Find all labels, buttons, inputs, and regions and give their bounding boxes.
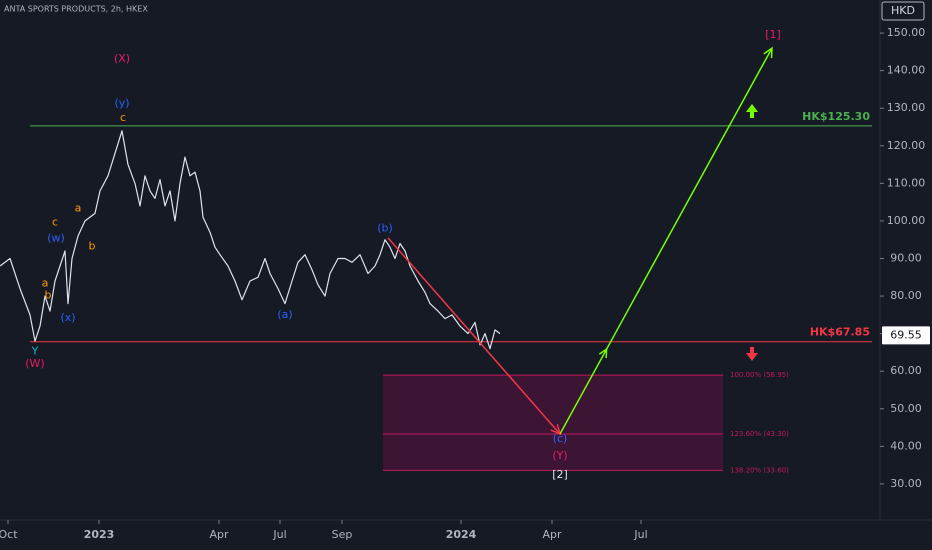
price-line <box>0 130 501 350</box>
wave-label: c <box>120 111 126 124</box>
wave-label: [1] <box>765 28 781 41</box>
up-arrow-icon <box>746 104 758 118</box>
fib-label: 123.60% (43.30) <box>730 430 789 438</box>
plot: 30.0040.0050.0060.0070.0080.0090.00100.0… <box>0 26 925 541</box>
y-tick-label: 100.00 <box>887 214 926 227</box>
arrow-head <box>763 46 773 59</box>
level-label: HK$67.85 <box>810 326 870 339</box>
y-tick-label: 130.00 <box>887 101 926 114</box>
arrow-chevron <box>598 347 608 359</box>
x-tick-label: Apr <box>209 528 229 541</box>
wave-label: (y) <box>114 97 129 110</box>
wave-label: (w) <box>47 232 65 245</box>
target-zone <box>383 375 723 471</box>
y-tick-label: 120.00 <box>887 139 926 152</box>
x-tick-label: Apr <box>542 528 562 541</box>
y-tick-label: 30.00 <box>890 477 922 490</box>
x-tick-label: 2023 <box>84 528 115 541</box>
x-tick-label: 2024 <box>446 528 477 541</box>
projection-arrow <box>387 237 561 435</box>
wave-label: (W) <box>25 357 44 370</box>
fib-label: 100.00% (58.95) <box>730 371 789 379</box>
wave-label: (Y) <box>552 449 567 462</box>
last-price-tag <box>882 326 930 345</box>
y-tick-label: 150.00 <box>887 26 926 39</box>
x-tick-label: Sep <box>332 528 353 541</box>
wave-label: (c) <box>553 432 568 445</box>
wave-label: (x) <box>60 311 75 324</box>
down-arrow-icon <box>746 347 758 361</box>
last-price-label: 69.55 <box>890 328 922 341</box>
wave-label: b <box>89 239 96 252</box>
currency: HKD <box>891 4 915 17</box>
wave-label: c <box>52 215 58 228</box>
wave-label: (X) <box>114 52 130 65</box>
wave-label: (b) <box>377 221 393 234</box>
y-tick-label: 80.00 <box>890 289 922 302</box>
y-tick-label: 40.00 <box>890 439 922 452</box>
currency-box <box>881 1 925 21</box>
x-tick-label: Jul <box>272 528 286 541</box>
wave-label: Y <box>31 344 39 357</box>
x-tick-label: Oct <box>0 528 18 541</box>
y-tick-label: 60.00 <box>890 364 922 377</box>
y-tick-label: 110.00 <box>887 176 926 189</box>
y-tick-label: 90.00 <box>890 251 922 264</box>
fib-label: 138.20% (33.60) <box>730 466 789 474</box>
wave-label: a <box>42 276 49 289</box>
wave-label: [2] <box>552 468 568 481</box>
y-tick-label: 140.00 <box>887 64 926 77</box>
wave-label: (a) <box>277 308 292 321</box>
level-label: HK$125.30 <box>802 110 870 123</box>
chart-title: ANTA SPORTS PRODUCTS, 2h, HKEX <box>4 5 148 14</box>
arrow-head <box>550 424 562 436</box>
y-tick-label: 50.00 <box>890 402 922 415</box>
wave-label: b <box>45 288 52 301</box>
wave-label: a <box>75 202 82 215</box>
x-tick-label: Jul <box>633 528 647 541</box>
projection-arrow <box>559 47 773 435</box>
